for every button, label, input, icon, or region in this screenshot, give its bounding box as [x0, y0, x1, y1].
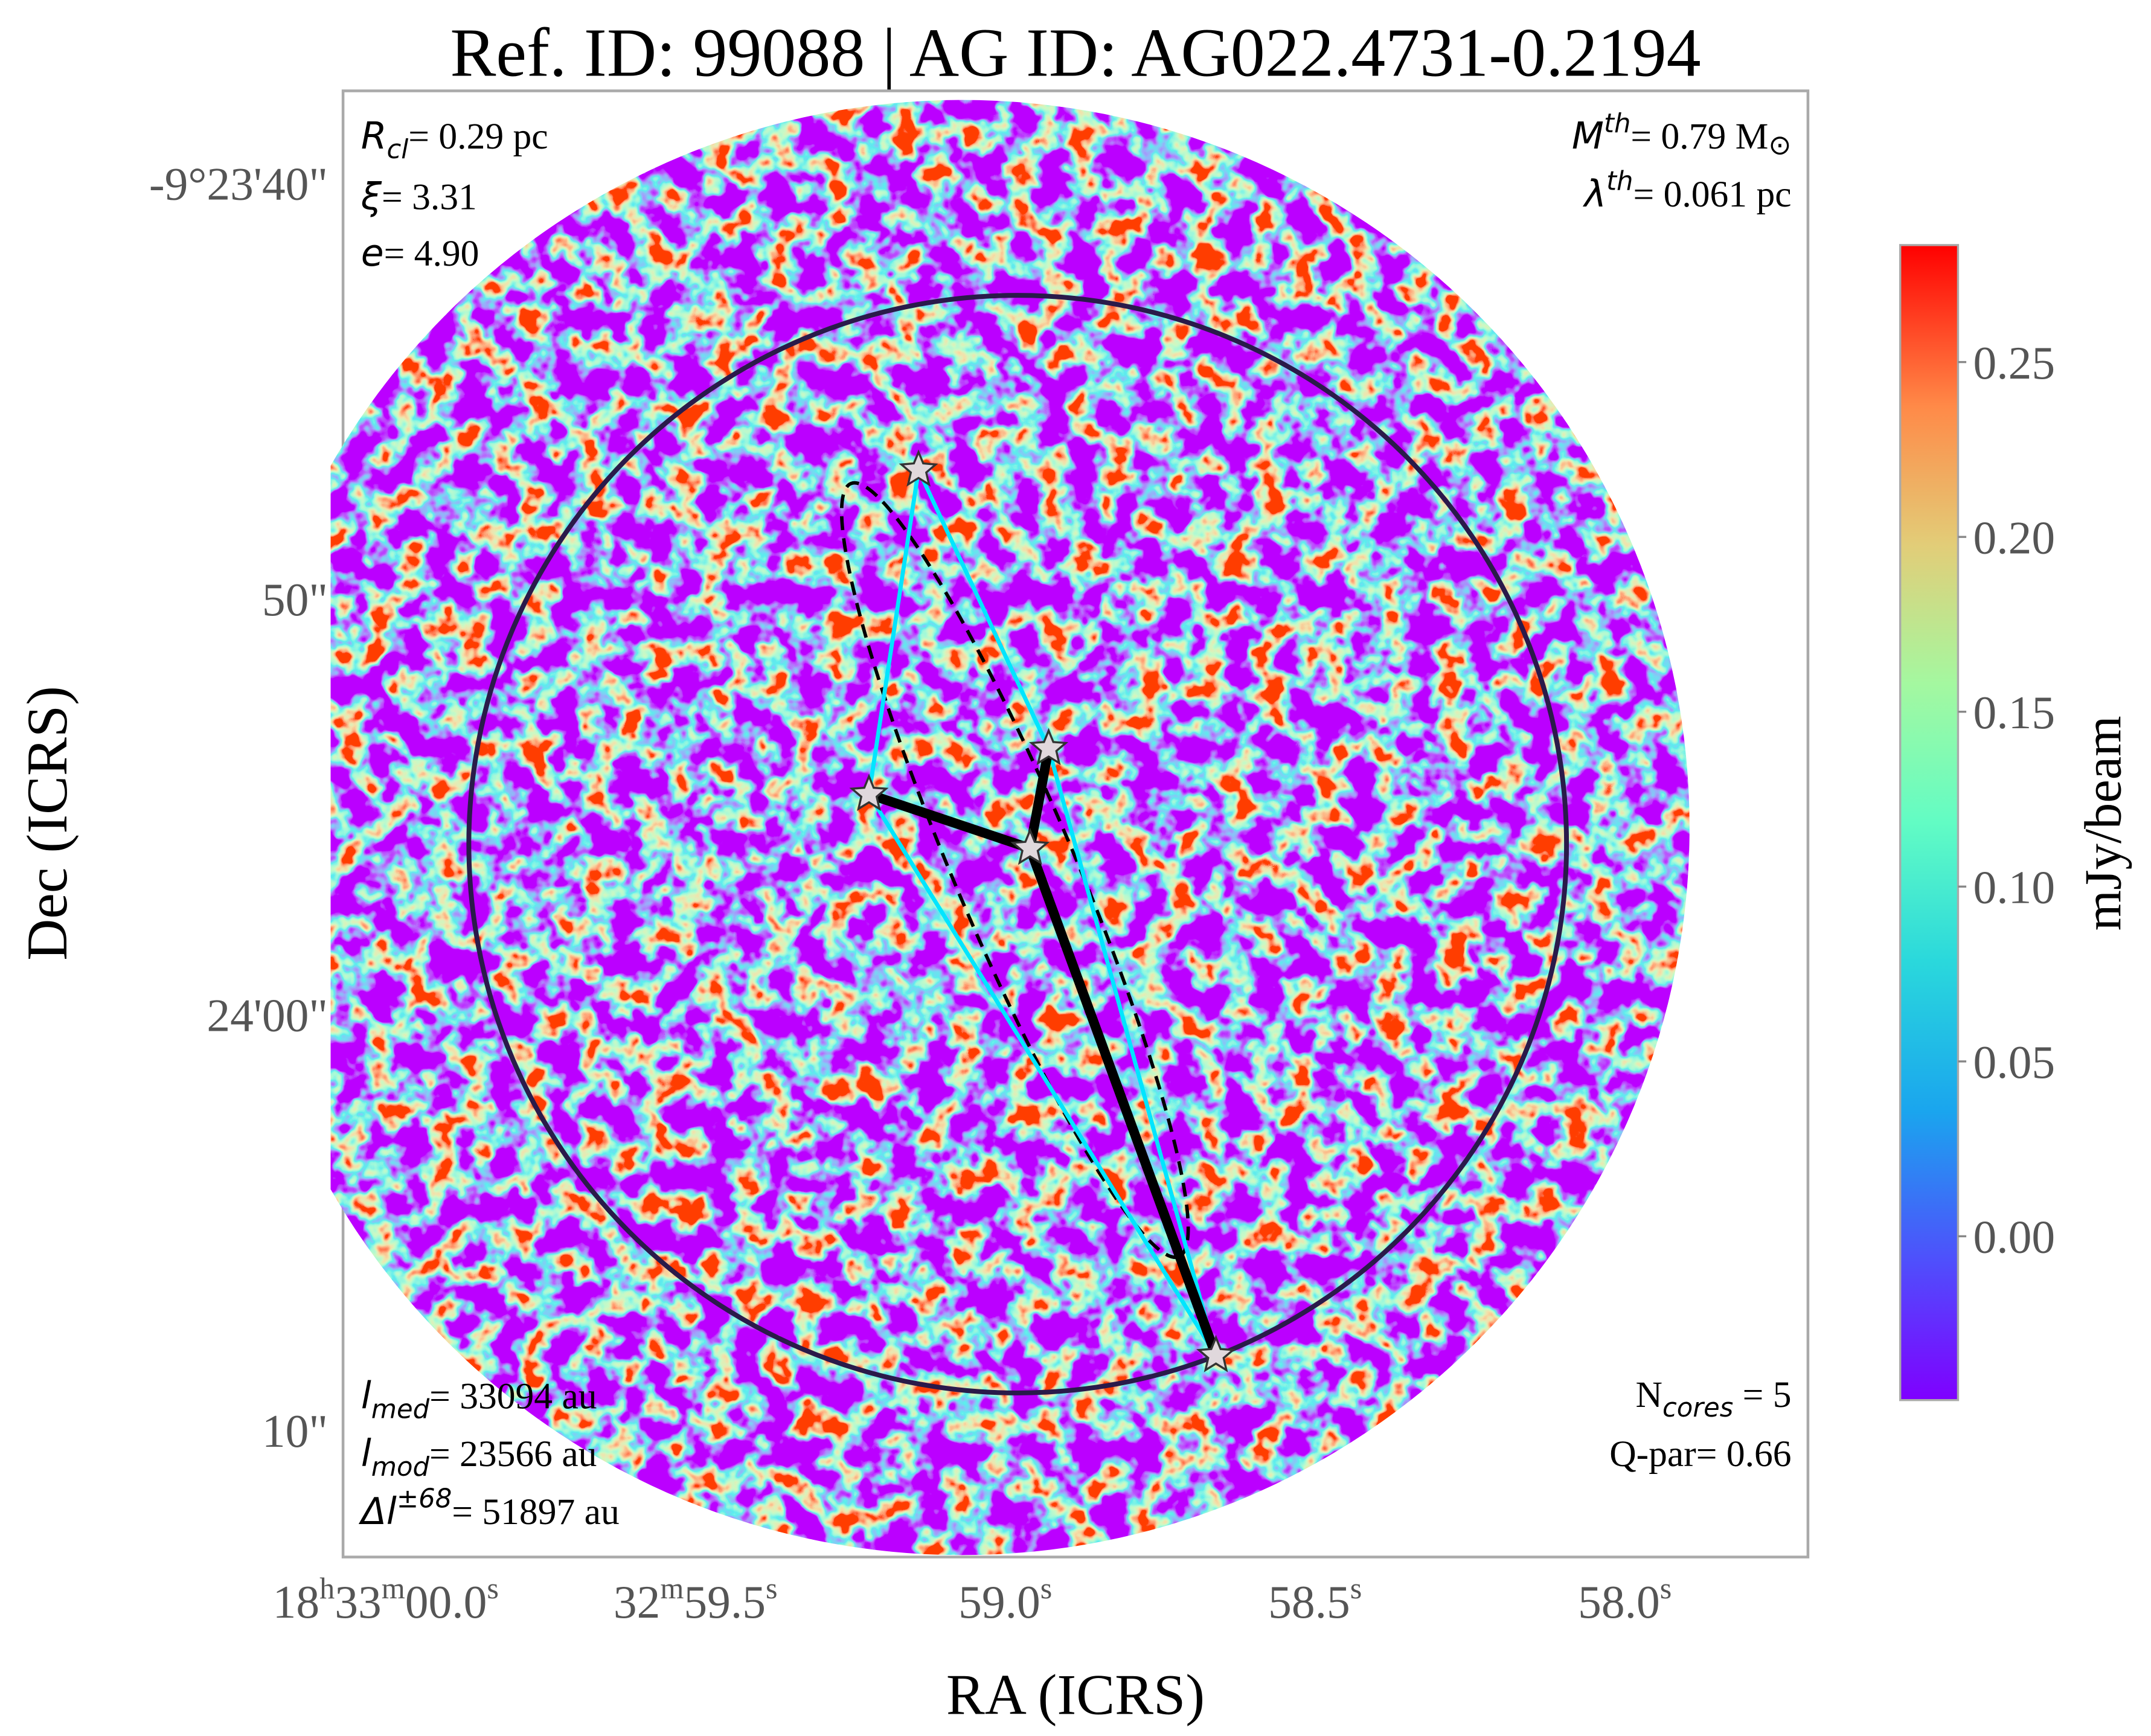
svg-text:Ncores = 5: Ncores = 5 [1636, 1374, 1792, 1423]
colorbar-ticks: 0.00 0.05 0.10 0.15 0.20 0.25 [1958, 337, 2055, 1263]
annotation-top-left: Rcl= 0.29 pc ξ= 3.31 e= 4.90 [361, 114, 548, 275]
x-tick-label: 59.0s [958, 1571, 1052, 1628]
colorbar-tick-label: 0.25 [1973, 337, 2056, 389]
svg-text:Rcl= 0.29 pc: Rcl= 0.29 pc [361, 114, 548, 165]
core-edges [864, 469, 1221, 1360]
y-tick-label: 50" [262, 574, 328, 626]
core-star-marker [899, 449, 938, 487]
hull-edge [1047, 748, 1218, 1356]
core-star-marker [1196, 1334, 1236, 1372]
svg-text:lmod= 23566 au: lmod= 23566 au [361, 1432, 597, 1482]
colorbar-label: mJy/beam [2074, 716, 2132, 930]
core-star-marker [1010, 827, 1050, 865]
x-tick-label: 58.5s [1268, 1571, 1362, 1628]
core-star-marker [1029, 728, 1069, 766]
svg-text:e= 4.90: e= 4.90 [361, 231, 479, 275]
mst-edge [1025, 743, 1054, 853]
y-tick-labels: -9°23'40" 50" 24'00" 10" [149, 158, 328, 1458]
x-tick-labels: 18h33m00.0s 32m59.5s 59.0s 58.5s 58.0s [273, 1571, 1672, 1628]
x-tick-label: 32m59.5s [614, 1571, 778, 1628]
core-markers [849, 449, 1236, 1372]
svg-text:Δl±68= 51897 au: Δl±68= 51897 au [359, 1484, 620, 1533]
y-axis-label: Dec (ICRS) [15, 686, 79, 961]
mst-edge [864, 789, 1035, 853]
annotation-top-right: Mth= 0.79 M⊙ λth= 0.061 pc [1572, 109, 1792, 216]
colorbar [1899, 244, 1960, 1401]
svg-text:ξ= 3.31: ξ= 3.31 [361, 175, 477, 219]
x-tick-label: 58.0s [1578, 1571, 1672, 1628]
svg-text:λth= 0.061 pc: λth= 0.061 pc [1583, 167, 1792, 216]
y-tick-label: -9°23'40" [149, 158, 328, 210]
annotation-bottom-left: lmed= 33094 au lmod= 23566 au Δl±68= 518… [359, 1374, 620, 1533]
colorbar-tick-label: 0.00 [1973, 1211, 2056, 1263]
hull-edge [867, 793, 1218, 1357]
hull-edge [916, 469, 1051, 750]
clump-circle [466, 293, 1569, 1395]
colorbar-tick-label: 0.05 [1973, 1036, 2056, 1088]
figure-title: Ref. ID: 99088 | AG ID: AG022.4731-0.219… [450, 14, 1701, 91]
x-tick-label: 18h33m00.0s [273, 1571, 499, 1628]
svg-text:Mth= 0.79 M⊙: Mth= 0.79 M⊙ [1572, 109, 1792, 160]
hull-edge [867, 469, 921, 795]
colorbar-tick-label: 0.20 [1973, 512, 2056, 564]
colorbar-tick-label: 0.10 [1973, 862, 2056, 914]
x-axis-label: RA (ICRS) [946, 1663, 1205, 1727]
svg-text:lmed= 33094 au: lmed= 33094 au [361, 1374, 597, 1424]
y-tick-label: 24'00" [207, 990, 328, 1042]
svg-text:Q-par= 0.66: Q-par= 0.66 [1609, 1433, 1791, 1475]
core-star-marker [849, 774, 889, 812]
mst-edge [1025, 843, 1221, 1360]
y-tick-label: 10" [262, 1405, 328, 1457]
annotation-bottom-right: Ncores = 5 Q-par= 0.66 [1609, 1374, 1791, 1475]
emission-map [330, 100, 1690, 1555]
colorbar-tick-label: 0.15 [1973, 687, 2056, 738]
